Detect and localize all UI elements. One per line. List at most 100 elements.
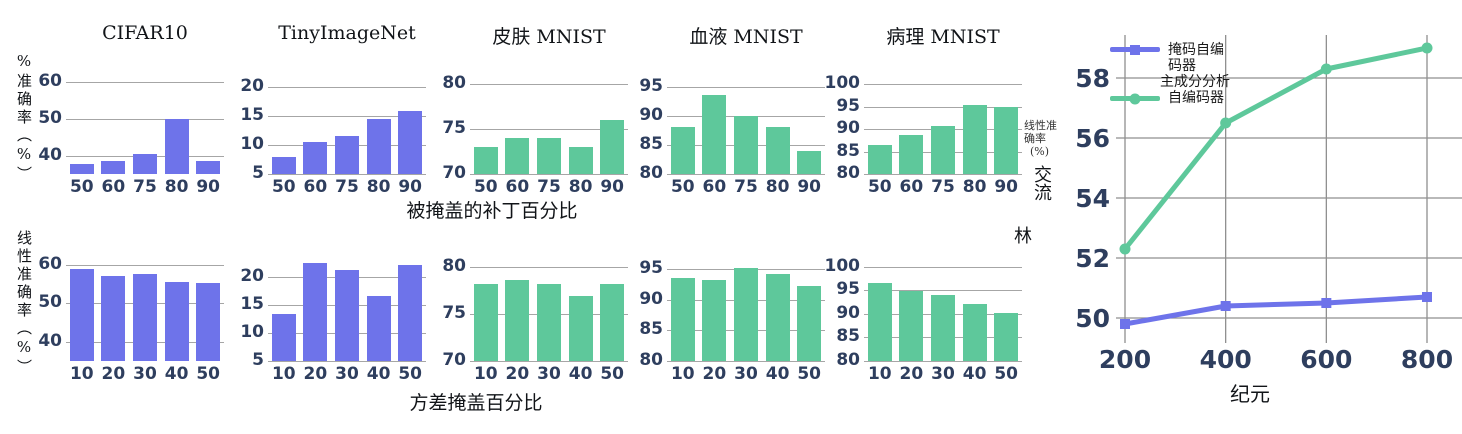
x-tick-label: 10	[670, 364, 695, 384]
y-tick-label: 90	[836, 118, 860, 138]
bar	[670, 278, 695, 361]
x-tick-label: 30	[931, 364, 955, 384]
bar	[196, 161, 221, 174]
gridline	[667, 86, 825, 88]
circle-marker-icon	[1129, 93, 1141, 104]
bar	[101, 275, 126, 361]
bar	[164, 281, 189, 361]
y-tick-label: 70	[442, 163, 466, 183]
x-tick-label: 90	[600, 177, 625, 197]
y-tick-label: 80	[442, 255, 466, 276]
bar	[734, 115, 758, 174]
y-tick-label: 80	[836, 163, 860, 183]
x-tick-label: 90	[398, 177, 423, 197]
x-tick-label: 50	[867, 177, 892, 197]
bar	[867, 283, 892, 361]
bar	[867, 144, 892, 174]
gridline	[470, 361, 628, 362]
circle-marker	[1119, 243, 1131, 255]
gridline	[864, 290, 1022, 292]
annotation-line: (%)	[1030, 145, 1050, 158]
x-tick-label: 40	[164, 364, 189, 384]
bar	[303, 142, 328, 174]
gridline	[470, 84, 628, 85]
legend-label-line: 主成分分析	[1160, 74, 1230, 90]
gridline	[268, 361, 426, 362]
y-tick-label: 80	[442, 73, 466, 93]
y-tick-label: 75	[442, 118, 466, 138]
gridline	[66, 82, 224, 84]
x-tick-label: 50	[196, 364, 221, 384]
bar-chart-cifar10-variance-masking: 40 50 60 10 20 30 40 50	[38, 254, 224, 384]
legend: 掩码自编 码器 主成分分析 自编码器	[1110, 42, 1230, 106]
line-chart-canvas: 50 52 54 56 58 200 400 600 800	[1075, 35, 1462, 374]
square-marker	[1220, 301, 1231, 311]
legend-label-line: 码器	[1168, 58, 1196, 74]
bottom-row-y-axis-label: 线性准确率（%）	[15, 230, 33, 377]
x-tick-label: 40	[765, 364, 790, 384]
x-tick-label: 20	[702, 364, 727, 384]
gridline	[66, 264, 224, 266]
y-tick-label: 85	[639, 133, 663, 154]
lin-note-annotation: 林	[1014, 226, 1032, 247]
bar	[196, 283, 221, 361]
series-line-自编码器	[1122, 45, 1430, 252]
x-tick-label: 20	[899, 364, 924, 384]
x-tick-label: 30	[133, 364, 157, 384]
x-tick-label: 60	[505, 177, 530, 197]
chart-title-tinyimagenet: TinyImageNet	[278, 22, 416, 44]
bar	[568, 147, 593, 174]
y-tick-label: 5	[252, 163, 264, 183]
x-tick-label: 10	[867, 364, 892, 384]
x-tick-label: 75	[335, 177, 359, 197]
circle-marker	[1421, 42, 1433, 54]
legend-label-line: 掩码自编	[1168, 42, 1224, 58]
line-x-tick-label: 800	[1401, 345, 1453, 374]
bar	[398, 110, 423, 174]
y-tick-label: 90	[639, 104, 663, 125]
bar	[101, 161, 126, 174]
bar	[133, 153, 157, 174]
y-tick-label: 100	[824, 73, 861, 93]
bar	[670, 127, 695, 174]
gridline	[864, 106, 1022, 108]
bar	[797, 150, 822, 174]
annotation-line: 线性准	[1024, 119, 1057, 132]
bottom-row-x-axis-label: 方差掩盖百分比	[409, 392, 543, 414]
x-tick-label: 80	[962, 177, 987, 197]
bar	[335, 269, 359, 361]
bar	[765, 273, 790, 361]
legend-entry-masked-autoencoder: 掩码自编 码器	[1110, 42, 1230, 74]
x-tick-label: 50	[69, 177, 94, 197]
y-tick-label: 85	[836, 140, 860, 161]
y-tick-label: 90	[639, 288, 663, 309]
bar-chart-cifar10-patch-masking: 40 50 60 50 60 75 80 90	[38, 71, 224, 197]
chart-title-skin-mnist: 皮肤 MNIST	[492, 26, 606, 48]
y-tick-label: 60	[38, 71, 62, 92]
x-tick-label: 40	[366, 364, 391, 384]
line-x-tick-label: 600	[1300, 345, 1352, 374]
x-tick-label: 60	[899, 177, 924, 197]
bar	[366, 119, 391, 174]
gridline	[864, 266, 1022, 268]
legend-label-line: 自编码器	[1168, 90, 1224, 106]
gridline	[268, 86, 426, 88]
bar-chart-tinyimagenet-variance-masking: 5 10 15 20 10 20 30 40 50	[240, 257, 426, 384]
x-tick-label: 40	[568, 364, 593, 384]
gridline	[470, 129, 628, 130]
y-tick-label: 80	[639, 163, 663, 183]
bar	[568, 295, 593, 361]
y-tick-label: 40	[38, 330, 62, 351]
line-x-tick-label: 200	[1099, 345, 1151, 374]
x-tick-label: 80	[568, 177, 593, 197]
bar	[765, 127, 790, 174]
bar	[899, 291, 924, 361]
chart-title-cifar10: CIFAR10	[102, 22, 188, 44]
x-tick-label: 20	[101, 364, 126, 384]
legend-line-circle-marker	[1110, 93, 1160, 104]
chart-title-path-mnist: 病理 MNIST	[886, 26, 1000, 48]
y-tick-label: 70	[442, 350, 466, 370]
x-tick-label: 50	[600, 364, 625, 384]
bar	[994, 313, 1019, 361]
line-chart-epochs: 50 52 54 56 58 200 400 600 800 掩码自编 码器 主成分分析 自编码…	[1060, 0, 1462, 434]
